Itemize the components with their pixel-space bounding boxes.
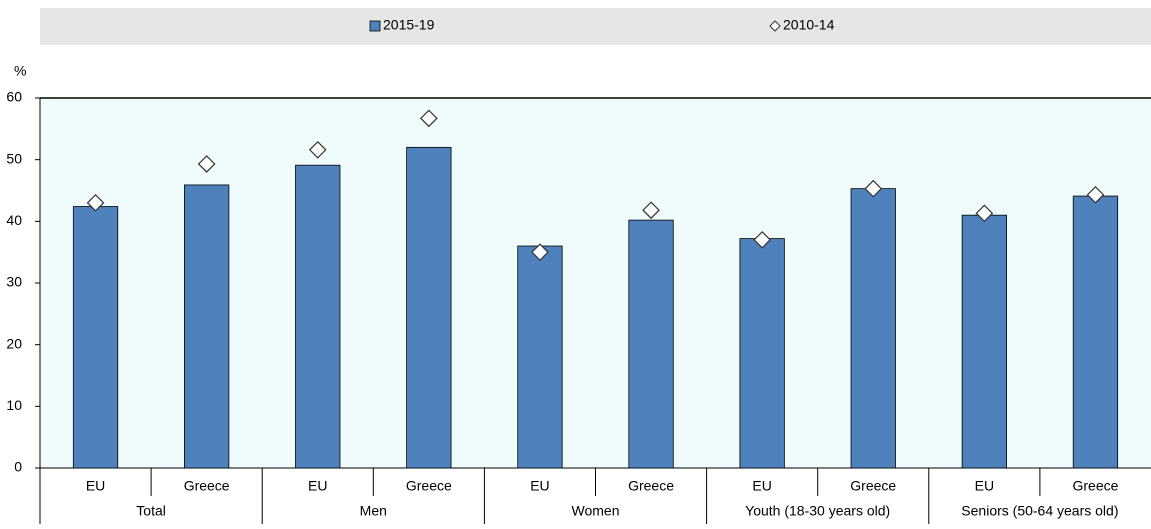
group-label: Men: [360, 503, 387, 519]
bar: [184, 184, 230, 469]
x-tick-label: EU: [752, 478, 771, 494]
marker: [308, 140, 327, 159]
marker: [864, 179, 883, 198]
bar: [961, 214, 1007, 469]
group-label: Seniors (50-64 years old): [961, 503, 1118, 519]
bar: [406, 146, 452, 469]
group-label: Women: [572, 503, 620, 519]
marker: [531, 243, 549, 262]
y-tick-label: 10: [6, 397, 22, 413]
y-tick-label: 30: [6, 274, 22, 290]
marker: [86, 193, 105, 212]
x-tick-label: Greece: [628, 478, 674, 494]
y-tick-label: 60: [6, 89, 22, 105]
legend-background: [40, 8, 1151, 45]
y-tick-label: 20: [6, 335, 22, 351]
bar: [295, 164, 341, 469]
bar: [628, 219, 674, 469]
y-tick-label: 40: [6, 212, 22, 228]
legend-swatch: [769, 20, 781, 32]
x-tick-label: EU: [86, 478, 105, 494]
y-axis-label: %: [14, 63, 26, 79]
legend-label: 2010-14: [783, 17, 835, 33]
x-tick-label: EU: [530, 478, 549, 494]
marker: [975, 204, 994, 223]
marker: [420, 109, 438, 128]
x-tick-label: Greece: [406, 478, 452, 494]
bar: [517, 245, 563, 469]
y-tick-label: 50: [6, 150, 22, 166]
marker: [197, 155, 216, 173]
marker: [642, 201, 660, 220]
bar: [1072, 195, 1119, 469]
x-tick-label: Greece: [184, 478, 230, 494]
y-tick-label: 0: [14, 459, 22, 475]
bar: [72, 206, 119, 469]
group-label: Total: [136, 503, 166, 519]
legend-swatch: [369, 20, 381, 32]
x-tick-label: EU: [975, 478, 994, 494]
marker: [1086, 185, 1105, 204]
x-tick-label: Greece: [850, 478, 896, 494]
marker: [753, 230, 771, 249]
legend-label: 2015-19: [383, 17, 435, 33]
x-tick-label: EU: [308, 478, 327, 494]
x-tick-label: Greece: [1072, 478, 1118, 494]
bar: [850, 188, 896, 469]
group-label: Youth (18-30 years old): [745, 503, 890, 519]
bar: [739, 238, 785, 469]
